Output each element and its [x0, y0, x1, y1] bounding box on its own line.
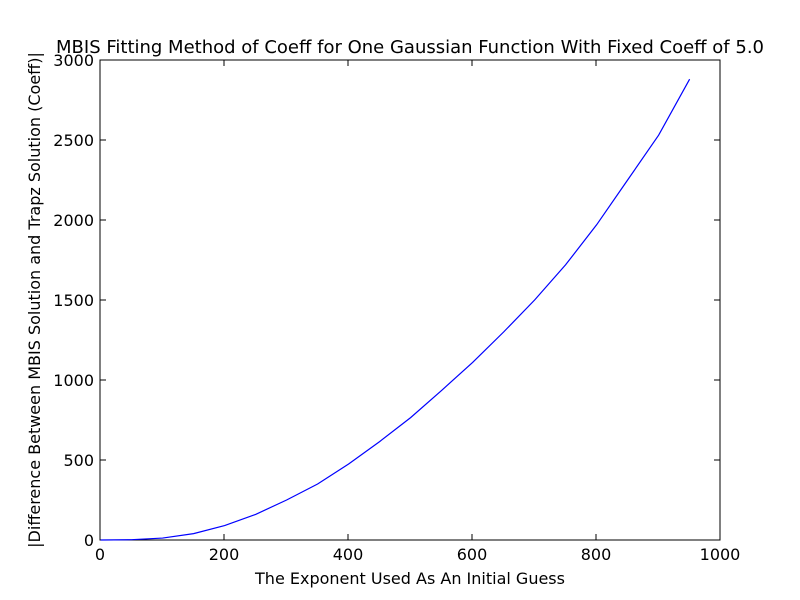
- y-tick-label: 1000: [53, 371, 94, 390]
- chart-title: MBIS Fitting Method of Coeff for One Gau…: [56, 37, 764, 58]
- x-axis-label: The Exponent Used As An Initial Guess: [254, 569, 565, 588]
- y-tick-label: 1500: [53, 291, 94, 310]
- y-tick-label: 0: [84, 531, 94, 550]
- y-tick-label: 2000: [53, 211, 94, 230]
- y-tick-label: 500: [63, 451, 94, 470]
- y-tick-label: 3000: [53, 51, 94, 70]
- x-tick-label: 400: [333, 545, 364, 564]
- x-tick-label: 800: [581, 545, 612, 564]
- series-line: [100, 78, 691, 541]
- x-tick-label: 1000: [700, 545, 741, 564]
- plot-area: [99, 59, 721, 541]
- x-tick-label: 0: [95, 545, 105, 564]
- x-tick-label: 600: [457, 545, 488, 564]
- y-axis-label: |Difference Between MBIS Solution and Tr…: [25, 52, 44, 548]
- axis-ticks: 0 200 400 600 800 1000 0 500 1000 1500 2000 2500 300…: [53, 51, 740, 564]
- series-group: [100, 78, 691, 541]
- x-tick-label: 200: [209, 545, 240, 564]
- y-tick-label: 2500: [53, 131, 94, 150]
